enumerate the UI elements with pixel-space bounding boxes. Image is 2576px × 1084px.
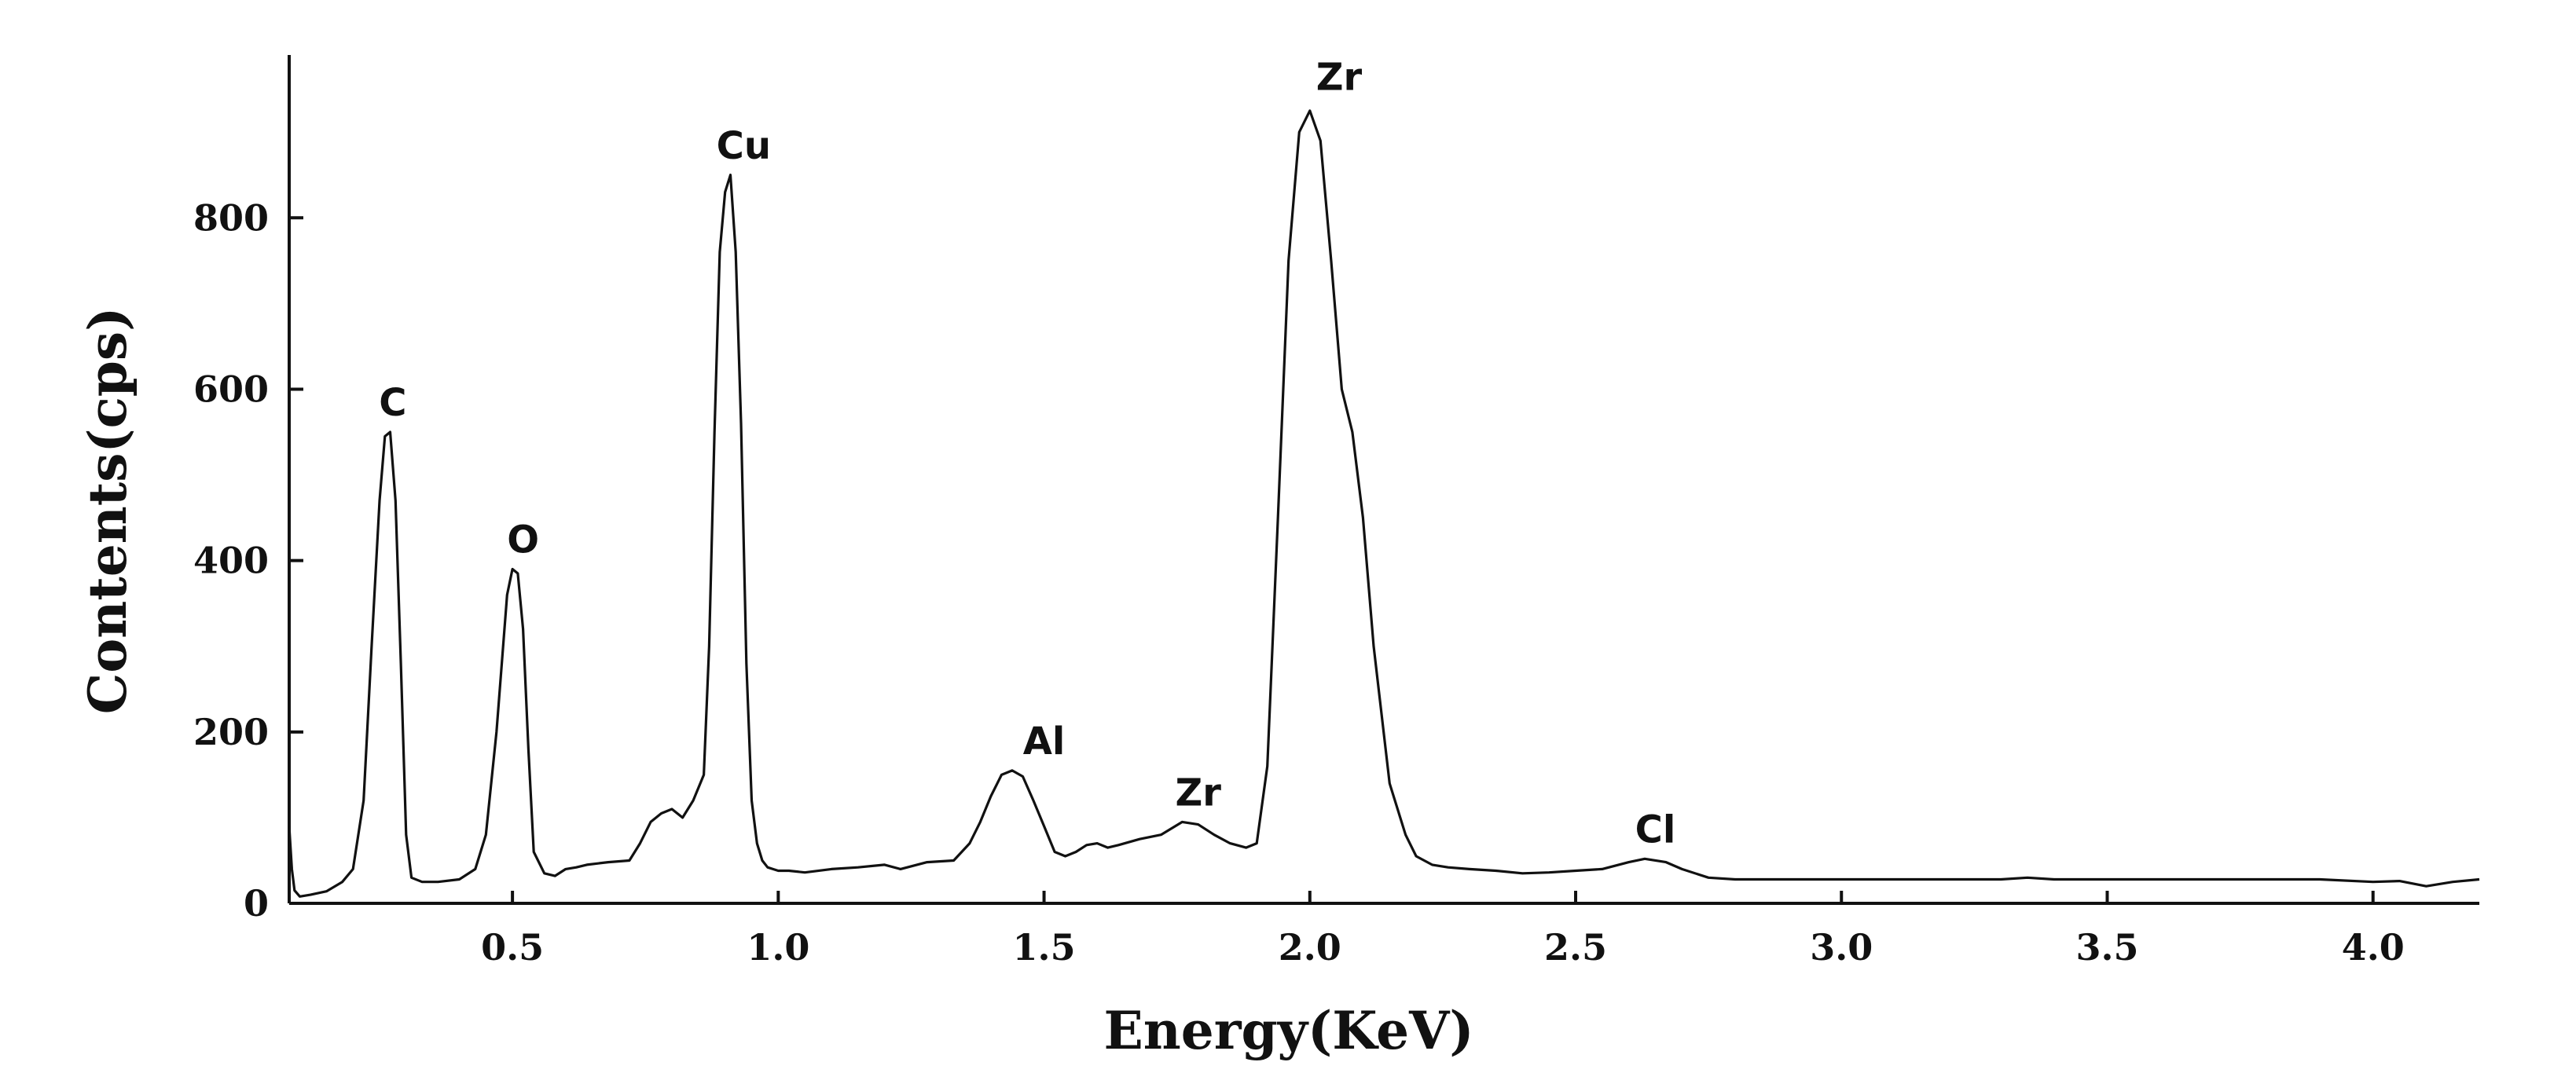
y-tick-label: 400 [193, 540, 269, 582]
spectrum-line [288, 109, 2480, 898]
x-axis-ticks: 0.5 1.0 1.5 2.0 2.5 3.0 3.5 4.0 [481, 891, 2405, 969]
peak-label: Zr [1316, 56, 1363, 100]
peak-label: Al [1023, 720, 1066, 764]
x-tick-label: 4.0 [2342, 926, 2405, 969]
x-tick-label: 0.5 [481, 926, 544, 969]
y-axis-title: Contents(cps) [77, 307, 138, 715]
x-tick-label: 2.5 [1544, 926, 1607, 969]
x-tick-label: 1.5 [1013, 926, 1076, 969]
x-tick-label: 3.0 [1810, 926, 1873, 969]
x-tick-label: 3.5 [2075, 926, 2138, 969]
axes [288, 55, 2479, 905]
x-axis-title: Energy(KeV) [1103, 1000, 1473, 1061]
peak-label: Zr [1175, 771, 1221, 815]
y-tick-label: 0 [244, 882, 269, 925]
peak-label: C [379, 381, 406, 425]
peak-label: Cl [1635, 808, 1676, 851]
y-axis-ticks: 0 200 400 600 800 [193, 196, 303, 925]
y-tick-label: 200 [193, 711, 269, 753]
y-tick-label: 800 [193, 196, 269, 239]
x-tick-label: 1.0 [747, 926, 809, 969]
peak-label: O [507, 518, 539, 562]
peak-labels: C O Cu Al Zr Zr Cl [379, 56, 1675, 852]
y-tick-label: 600 [193, 368, 269, 410]
peak-label: Cu [717, 124, 771, 168]
x-tick-label: 2.0 [1279, 926, 1341, 969]
